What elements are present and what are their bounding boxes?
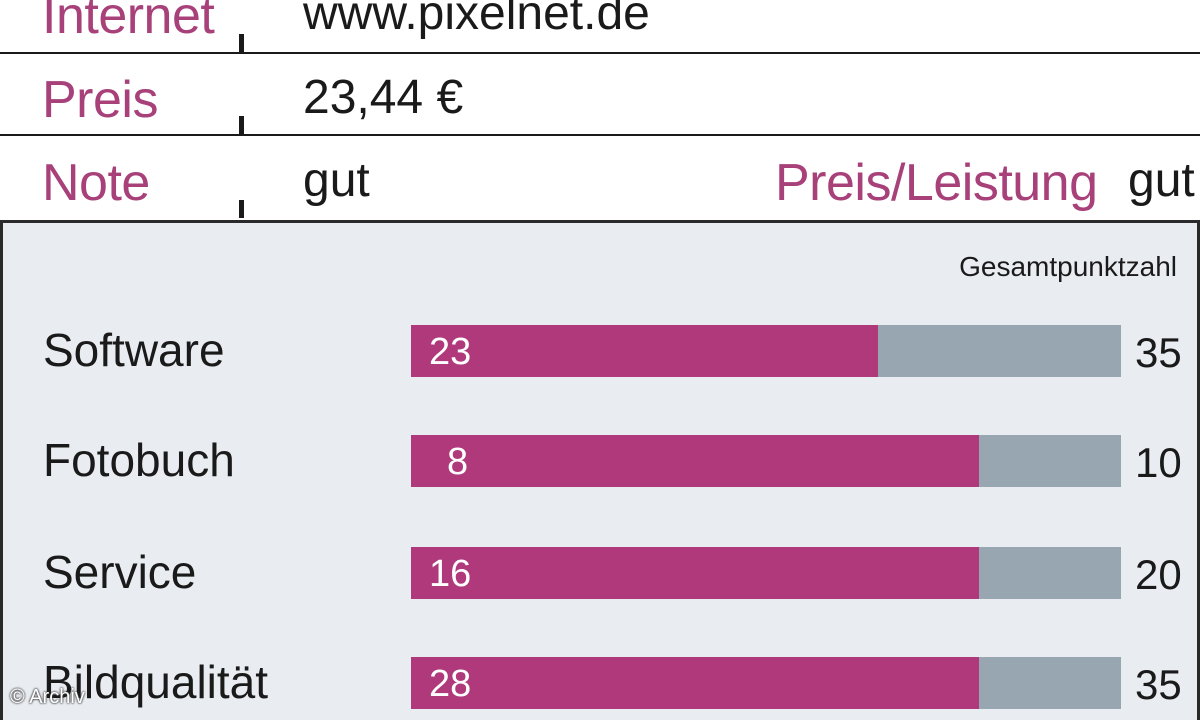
bar-value-label: 23 [429,331,472,373]
bar: 8 [411,435,979,487]
preis-label: Preis [42,71,158,129]
bar: 23 [411,325,878,377]
bar: 28 [411,657,979,709]
bar-track: 8 [411,435,1121,487]
bar-value-label: 28 [429,663,472,705]
max-value-label: 20 [1135,551,1182,598]
max-value-label: 10 [1135,439,1182,486]
bar-track: 23 [411,325,1121,377]
category-label: Software [43,324,225,376]
divider-tick [239,200,244,218]
bar: 16 [411,547,979,599]
bar-track: 28 [411,657,1121,709]
total-header: Gesamtpunktzahl [959,251,1177,282]
row-preis: Preis 23,44 € [0,56,1200,136]
row-note: Note gut Preis/Leistung gut [0,139,1200,219]
bar-track: 16 [411,547,1121,599]
note-value: gut [303,154,370,207]
max-value-label: 35 [1135,661,1182,708]
category-label: Service [43,546,197,598]
note-label: Note [42,154,150,212]
divider-tick [239,116,244,134]
row-internet: Internet www.pixelnet.de [0,0,1200,52]
preis-leistung-label: Preis/Leistung [775,154,1098,212]
bar-value-label: 8 [447,441,469,483]
category-label: Bildqualität [43,656,269,708]
internet-label: Internet [42,0,215,45]
preis-value: 23,44 € [303,71,464,124]
bar-value-label: 16 [429,553,472,595]
bar-row: Bildqualität 28 35 [3,656,1200,709]
bar-row: Service 16 20 [3,546,1200,599]
info-table: Internet www.pixelnet.de Preis 23,44 € N… [0,0,1200,220]
max-value-label: 35 [1135,329,1182,376]
score-panel: Gesamtpunktzahl Software 23 35 Fotobuch 8 10 S… [0,220,1200,720]
bar-row: Fotobuch 8 10 [3,434,1200,487]
image-credit: © Archiv [10,686,85,708]
preis-leistung-value: gut [1128,154,1195,207]
divider [0,52,1200,54]
category-label: Fotobuch [43,434,235,486]
divider-tick [239,34,244,52]
bar-row: Software 23 35 [3,324,1200,377]
divider [0,134,1200,136]
internet-value: www.pixelnet.de [303,0,650,40]
